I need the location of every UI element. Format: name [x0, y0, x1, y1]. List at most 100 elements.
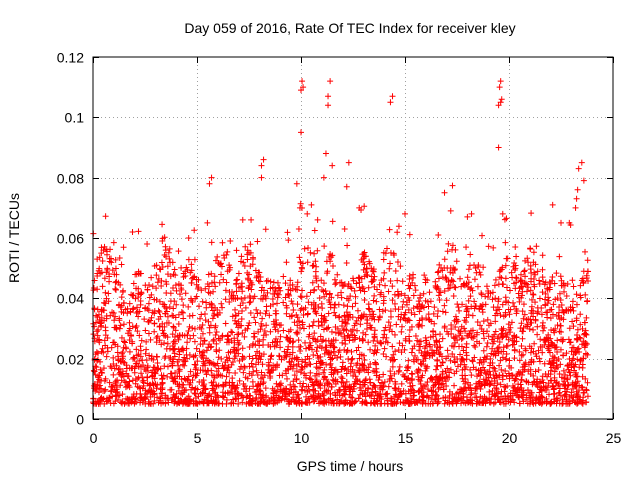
data-point [175, 387, 182, 394]
data-point [424, 349, 431, 356]
data-point [532, 271, 539, 278]
data-point [334, 396, 341, 403]
data-point [320, 376, 327, 383]
data-point [528, 319, 535, 326]
data-point [511, 260, 518, 267]
data-point [111, 365, 118, 372]
data-point [473, 338, 480, 345]
data-point [332, 301, 339, 308]
data-point [349, 303, 356, 310]
data-point [340, 379, 347, 386]
data-point [311, 387, 318, 394]
data-point [410, 396, 417, 403]
data-point [371, 292, 378, 299]
data-point [506, 311, 513, 318]
data-point [120, 344, 127, 351]
data-point [187, 368, 194, 375]
data-point [421, 345, 428, 352]
data-point [500, 313, 507, 320]
data-point [366, 258, 373, 265]
data-point [196, 378, 203, 385]
data-point [373, 349, 380, 356]
data-point [276, 372, 283, 379]
data-point [397, 263, 404, 270]
data-point [528, 389, 535, 396]
data-point [165, 399, 172, 406]
data-point [518, 352, 525, 359]
data-point [259, 284, 266, 291]
data-point [476, 269, 483, 276]
data-point [235, 331, 242, 338]
data-point [319, 359, 326, 366]
data-point [198, 325, 205, 332]
data-point [432, 374, 439, 381]
data-point [380, 256, 387, 263]
data-point [530, 249, 537, 256]
data-point [273, 380, 280, 387]
data-point [387, 322, 394, 329]
data-point [286, 351, 293, 358]
data-point [99, 257, 106, 264]
data-point [570, 344, 577, 351]
data-point [457, 351, 464, 358]
data-point [559, 400, 566, 407]
data-point [485, 380, 492, 387]
outlier-point [343, 183, 350, 190]
data-point [444, 374, 451, 381]
data-point [534, 304, 541, 311]
data-point [566, 339, 573, 346]
data-point [167, 370, 174, 377]
data-point [126, 319, 133, 326]
data-point [119, 368, 126, 375]
data-point [584, 379, 591, 386]
data-point [484, 328, 491, 335]
data-point [416, 367, 423, 374]
data-point [387, 260, 394, 267]
data-point [347, 368, 354, 375]
data-point [178, 264, 185, 271]
data-point [168, 386, 175, 393]
data-point [361, 296, 368, 303]
data-point [207, 322, 214, 329]
data-point [172, 282, 179, 289]
data-point [106, 379, 113, 386]
data-point [377, 339, 384, 346]
data-point [548, 327, 555, 334]
data-point [463, 303, 470, 310]
data-point [314, 381, 321, 388]
data-point [416, 396, 423, 403]
data-point [349, 331, 356, 338]
data-point [536, 280, 543, 287]
data-point [530, 400, 537, 407]
data-point [312, 338, 319, 345]
data-point [515, 290, 522, 297]
data-point [276, 284, 283, 291]
data-point [190, 274, 197, 281]
data-point [186, 323, 193, 330]
data-point [294, 279, 301, 286]
outlier-point [495, 102, 502, 109]
data-point [357, 321, 364, 328]
data-point [381, 269, 388, 276]
data-point [144, 380, 151, 387]
data-point [332, 337, 339, 344]
data-point [351, 381, 358, 388]
data-point [389, 283, 396, 290]
data-point [203, 371, 210, 378]
data-point [106, 273, 113, 280]
data-point [293, 400, 300, 407]
data-point [118, 294, 125, 301]
data-point [443, 328, 450, 335]
data-point [116, 254, 123, 261]
data-point [373, 372, 380, 379]
data-point [516, 370, 523, 377]
data-point [556, 290, 563, 297]
data-point [448, 277, 455, 284]
data-point [137, 347, 144, 354]
data-point [564, 280, 571, 287]
data-point [445, 353, 452, 360]
data-point [405, 388, 412, 395]
data-point [166, 245, 173, 252]
data-point [383, 353, 390, 360]
